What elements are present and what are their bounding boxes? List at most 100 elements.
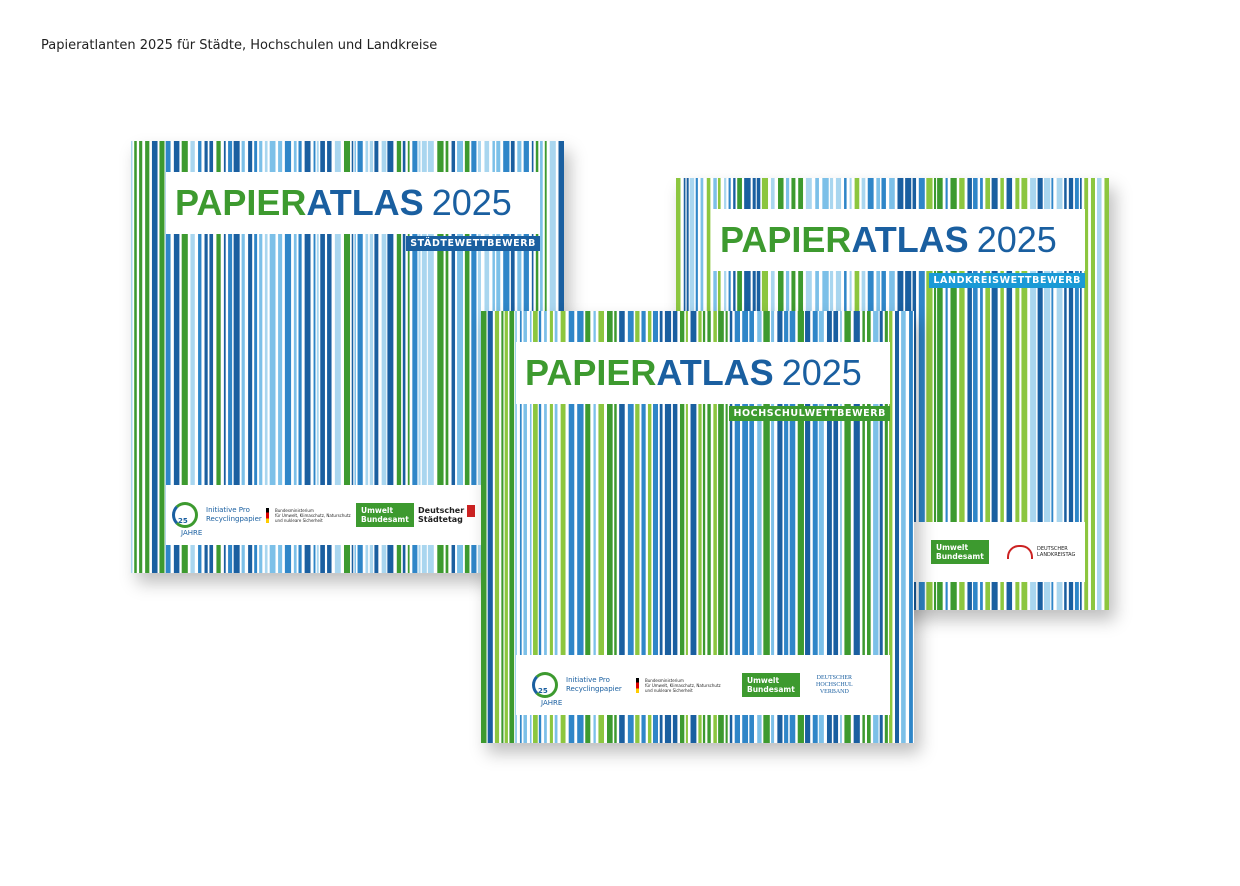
stripe	[145, 141, 150, 573]
logo-line: VERBAND	[819, 688, 849, 695]
stripe	[304, 141, 311, 573]
stripe	[402, 141, 406, 573]
title-part: ATLAS	[656, 352, 774, 393]
logo-line: Bundesministerium	[275, 507, 314, 513]
stripe	[1021, 178, 1028, 610]
stripe	[560, 311, 566, 743]
logo-badge-sub: JAHRE	[541, 699, 563, 707]
stripe	[742, 311, 749, 743]
stripe	[241, 141, 245, 573]
stripe	[690, 311, 697, 743]
logo: 25 JAHRE Initiative Pro Recyclingpapier	[172, 485, 262, 545]
stripe	[334, 141, 341, 573]
stripe	[343, 141, 351, 573]
stripe	[519, 311, 522, 743]
logo: DEUTSCHER LANDKREISTAG	[1007, 522, 1075, 582]
stripe	[264, 141, 268, 573]
stripe	[1044, 178, 1051, 610]
logo-line: DEUTSCHER	[816, 674, 852, 681]
logo-badge: 25 JAHRE	[178, 517, 202, 537]
stripe	[544, 311, 547, 743]
stripe	[223, 141, 226, 573]
stripe	[1051, 178, 1054, 610]
logo-line: Bundesministerium	[645, 677, 684, 683]
stripe	[278, 141, 283, 573]
stripe	[945, 178, 948, 610]
stripe	[641, 311, 646, 743]
logo-icon	[1007, 545, 1033, 559]
stripe	[844, 311, 851, 743]
stripe	[918, 178, 925, 610]
logo-line: Recyclingpapier	[206, 515, 262, 523]
logo: Bundesministerium für Umwelt, Klimaschutz…	[266, 485, 351, 545]
stripe	[313, 141, 316, 573]
logo-badge-num: 25	[538, 687, 548, 695]
stripe	[369, 141, 374, 573]
logo-line: für Umwelt, Klimaschutz, Naturschutz	[275, 512, 351, 518]
stripe	[427, 141, 434, 573]
stripe	[293, 141, 297, 573]
stripe	[937, 178, 943, 610]
stripe	[254, 141, 258, 573]
stripe	[812, 311, 818, 743]
stripe	[933, 178, 937, 610]
subtitle-tag: LANDKREISWETTBEWERB	[929, 273, 1085, 288]
title-part: PAPIER	[175, 182, 307, 223]
stripe	[757, 311, 762, 743]
stripe	[950, 178, 957, 610]
logo: 25 JAHRE Initiative Pro Recyclingpapier	[532, 655, 622, 715]
stripe	[797, 311, 804, 743]
stripe	[635, 311, 640, 743]
stripe	[718, 311, 724, 743]
stripe	[879, 311, 883, 743]
stripe	[840, 311, 842, 743]
stripe	[1000, 178, 1004, 610]
stripe	[1079, 178, 1082, 610]
stripe	[826, 311, 832, 743]
stripe	[967, 178, 972, 610]
stripe	[685, 311, 688, 743]
title: PAPIERATLAS 2025	[175, 182, 512, 224]
stripe	[365, 141, 369, 573]
stripe	[216, 141, 221, 573]
stripe	[357, 141, 363, 573]
stripe	[501, 311, 504, 743]
logo-line: Recyclingpapier	[566, 685, 622, 693]
stripe	[771, 311, 775, 743]
logo-line: und nukleare Sicherheit	[645, 687, 693, 693]
stripe	[1064, 178, 1067, 610]
logo-text: Umwelt Bundesamt	[742, 673, 800, 697]
logo-text: Umwelt Bundesamt	[356, 503, 414, 527]
logo-line: für Umwelt, Klimaschutz, Naturschutz	[645, 682, 721, 688]
stripe	[598, 311, 605, 743]
stripe	[445, 141, 449, 573]
stripe	[725, 311, 728, 743]
stripe	[568, 311, 575, 743]
stripe	[533, 311, 538, 743]
subtitle-tag: HOCHSCHULWETTBEWERB	[729, 406, 890, 421]
stripe	[1015, 178, 1020, 610]
stripe	[1084, 178, 1089, 610]
stripe	[504, 311, 508, 743]
stripe	[789, 311, 796, 743]
stripe	[805, 311, 811, 743]
logo-icon: 25 JAHRE	[532, 672, 562, 707]
stripe	[538, 311, 542, 743]
logo-box: 25 JAHRE Initiative Pro Recyclingpapier Bun…	[516, 655, 890, 715]
stripe	[284, 141, 292, 573]
logo-badge-num: 25	[178, 517, 188, 525]
logo-text: DEUTSCHER LANDKREISTAG	[1037, 546, 1075, 558]
logo: Bundesministerium für Umwelt, Klimaschutz…	[636, 655, 721, 715]
stripe	[451, 141, 456, 573]
stripe	[554, 311, 558, 743]
stripe	[464, 141, 470, 573]
stripe	[481, 311, 487, 743]
logo-icon	[467, 505, 476, 517]
stripe	[457, 141, 463, 573]
stripe	[412, 141, 418, 573]
title: PAPIERATLAS 2025	[720, 219, 1057, 261]
stripe	[387, 141, 394, 573]
stripe	[884, 311, 888, 743]
stripe	[374, 141, 379, 573]
